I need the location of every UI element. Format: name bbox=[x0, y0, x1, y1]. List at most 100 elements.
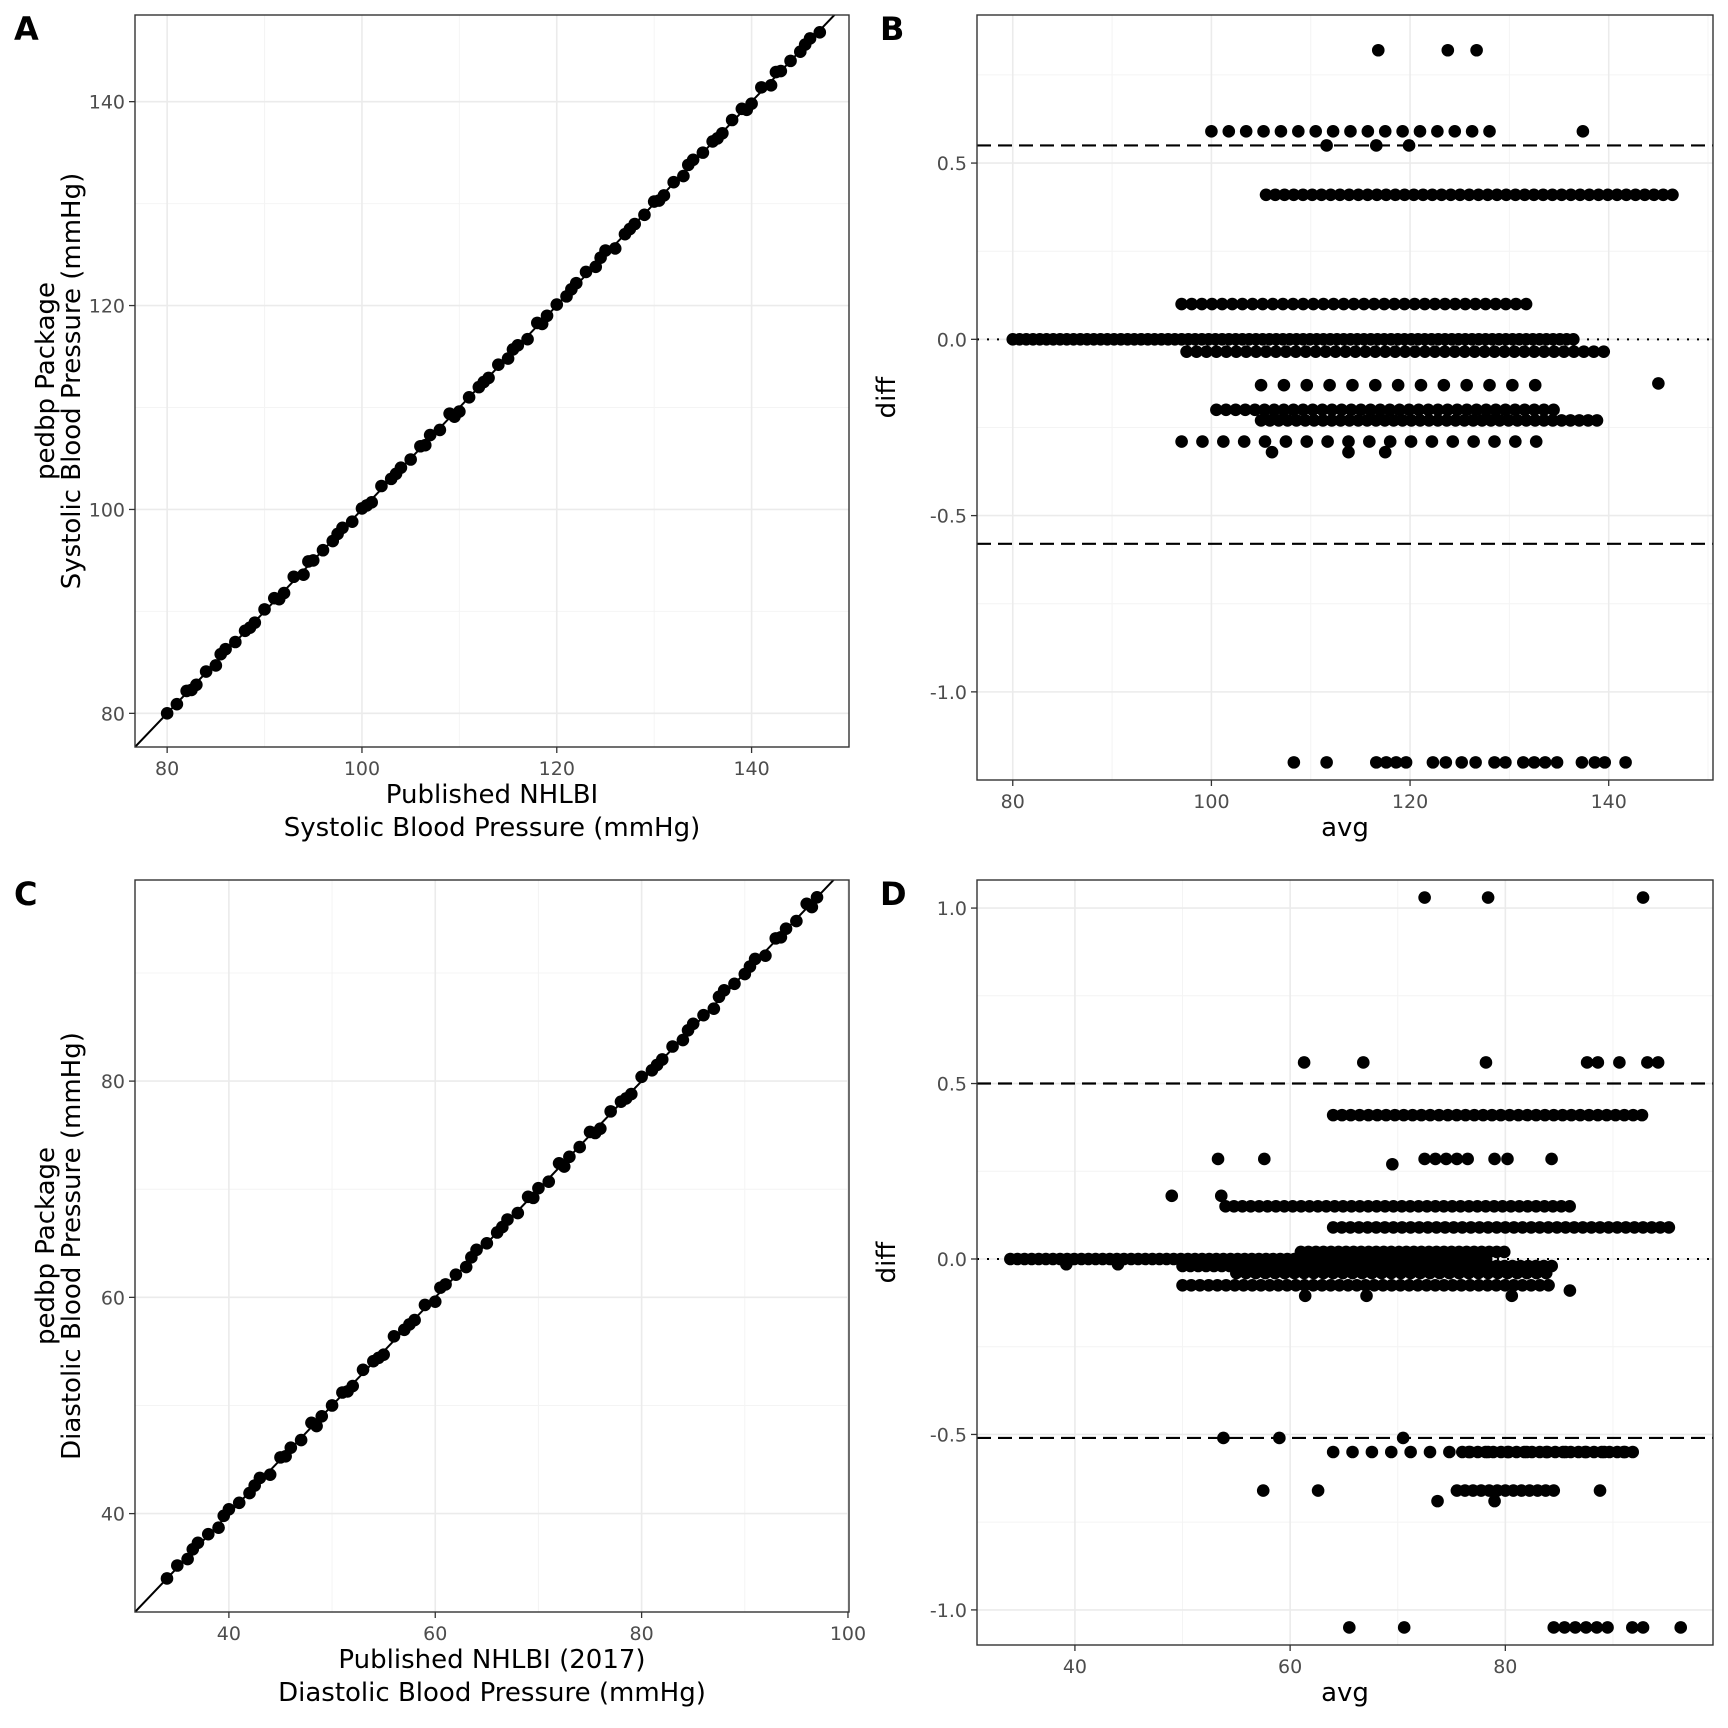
data-point bbox=[1337, 297, 1351, 311]
y-axis-title: diff bbox=[872, 376, 902, 419]
data-point bbox=[1619, 1221, 1633, 1234]
data-point bbox=[1567, 345, 1581, 358]
data-point bbox=[1248, 403, 1262, 417]
data-point bbox=[1533, 1279, 1547, 1292]
data-point bbox=[1258, 435, 1272, 448]
data-point bbox=[1379, 188, 1393, 202]
data-point bbox=[1367, 297, 1381, 311]
data-point bbox=[1222, 125, 1236, 138]
data-point bbox=[1422, 403, 1435, 417]
x-axis-title: Published NHLBI (2017) bbox=[338, 1645, 645, 1675]
data-point bbox=[1524, 1221, 1538, 1234]
data-point bbox=[1459, 1108, 1472, 1122]
data-point bbox=[594, 1122, 607, 1135]
data-point bbox=[1493, 414, 1507, 427]
data-point bbox=[1497, 1245, 1511, 1259]
data-point bbox=[1214, 1189, 1228, 1203]
data-point bbox=[1441, 43, 1455, 57]
x-axis-title: Published NHLBI bbox=[386, 780, 598, 810]
data-point bbox=[1467, 435, 1480, 448]
data-point bbox=[1259, 1266, 1272, 1280]
data-point bbox=[1588, 756, 1602, 769]
data-point bbox=[1555, 188, 1568, 202]
data-point bbox=[1432, 1108, 1446, 1122]
data-point bbox=[470, 1243, 483, 1257]
data-point bbox=[1377, 297, 1391, 311]
data-point bbox=[1573, 414, 1586, 427]
data-point bbox=[1396, 125, 1409, 138]
data-point bbox=[1484, 414, 1498, 427]
data-point bbox=[1520, 1266, 1534, 1280]
data-point bbox=[1353, 1108, 1366, 1122]
data-point bbox=[492, 358, 505, 371]
data-point bbox=[1378, 1221, 1392, 1234]
data-point bbox=[1388, 345, 1402, 358]
data-point bbox=[1600, 1108, 1613, 1122]
data-point bbox=[1237, 435, 1251, 448]
data-point bbox=[1343, 414, 1356, 427]
data-point bbox=[1292, 125, 1305, 138]
data-point bbox=[1425, 435, 1439, 448]
data-point bbox=[219, 642, 232, 656]
data-point bbox=[1217, 1431, 1230, 1445]
data-point bbox=[1111, 1257, 1125, 1271]
panel-tag-c: C bbox=[14, 875, 37, 913]
data-point bbox=[1205, 125, 1218, 138]
data-point bbox=[258, 603, 271, 616]
x-tick-label: 140 bbox=[733, 758, 769, 780]
data-point bbox=[666, 1040, 679, 1053]
data-point bbox=[1476, 1108, 1490, 1122]
data-point bbox=[608, 242, 622, 255]
data-point bbox=[1184, 1279, 1198, 1292]
data-point bbox=[501, 1213, 514, 1226]
data-point bbox=[1478, 345, 1491, 358]
data-point bbox=[1439, 1152, 1453, 1166]
data-point bbox=[1414, 1266, 1427, 1280]
data-point bbox=[1307, 1266, 1321, 1280]
data-point bbox=[1469, 756, 1482, 769]
data-point bbox=[1519, 414, 1533, 427]
data-point bbox=[394, 461, 408, 474]
data-point bbox=[1269, 345, 1283, 358]
data-point bbox=[1546, 414, 1560, 427]
data-point bbox=[1406, 1108, 1419, 1122]
data-point bbox=[805, 900, 819, 914]
data-point bbox=[277, 586, 291, 600]
data-point bbox=[1597, 345, 1611, 358]
data-point bbox=[1389, 756, 1403, 769]
data-point bbox=[1583, 188, 1596, 202]
data-point bbox=[1238, 403, 1252, 417]
data-point bbox=[1559, 1221, 1572, 1234]
data-point bbox=[667, 175, 680, 189]
data-point bbox=[1376, 1279, 1390, 1292]
data-point bbox=[1278, 1266, 1292, 1280]
data-point bbox=[1520, 1108, 1534, 1122]
data-point bbox=[1352, 414, 1365, 427]
data-point bbox=[1274, 125, 1288, 138]
data-point bbox=[1379, 1108, 1393, 1122]
x-tick-label: 120 bbox=[1392, 791, 1428, 813]
data-point bbox=[1356, 1056, 1370, 1069]
data-point bbox=[171, 1559, 184, 1572]
data-point bbox=[1229, 345, 1243, 358]
data-point bbox=[1404, 1221, 1417, 1234]
data-point bbox=[1273, 1431, 1286, 1445]
data-point bbox=[1404, 435, 1418, 448]
data-point bbox=[1501, 1152, 1514, 1166]
grid-c bbox=[135, 880, 849, 1612]
data-point bbox=[540, 309, 554, 323]
panel-tag-b: B bbox=[880, 10, 904, 48]
data-point bbox=[1225, 297, 1239, 311]
data-point bbox=[1558, 1621, 1571, 1634]
data-point bbox=[1651, 1056, 1665, 1069]
data-point bbox=[813, 26, 827, 39]
data-point bbox=[1257, 1152, 1271, 1166]
data-point bbox=[1254, 414, 1268, 427]
data-point bbox=[1508, 345, 1521, 358]
data-point bbox=[1210, 403, 1223, 417]
data-point bbox=[1635, 1108, 1649, 1122]
data-point bbox=[1601, 188, 1615, 202]
data-point bbox=[1249, 345, 1263, 358]
data-point bbox=[201, 1527, 215, 1541]
